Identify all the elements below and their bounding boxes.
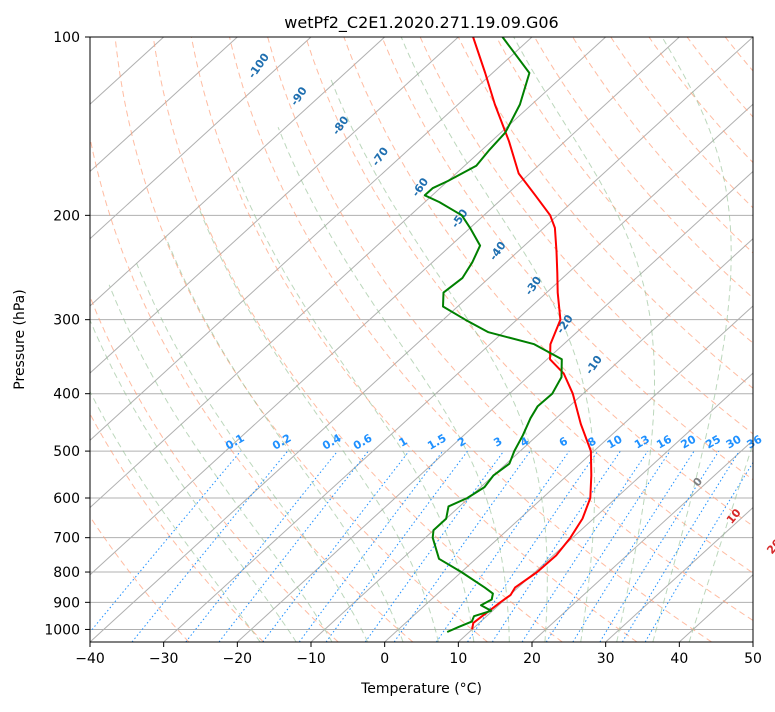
mixing-ratio-line: [298, 450, 444, 642]
moist-adiabat-line: [400, 37, 596, 642]
mixing-ratio-line: [325, 450, 468, 642]
mixing-ratio-line: [393, 450, 531, 642]
mixing-ratio-line: [90, 450, 242, 633]
background-lines: [90, 37, 753, 642]
dry-adiabat-line: [229, 37, 712, 642]
y-tick-label: 600: [53, 491, 80, 507]
dry-adiabat-line: [610, 37, 753, 209]
chart-title: wetPf2_C2E1.2020.271.19.09.G06: [284, 13, 558, 33]
dry-adiabat-line: [381, 37, 753, 481]
x-tick-label: 0: [380, 651, 389, 667]
isotherm-line: [531, 439, 753, 642]
isotherm-line: [236, 170, 753, 642]
dry-adiabat-line: [267, 37, 753, 622]
moist-adiabat-line: [108, 284, 333, 642]
dry-adiabat-line: [114, 37, 488, 642]
y-tick-label: 500: [53, 444, 80, 460]
isotherm-line: [90, 37, 753, 642]
mixing-ratio-line: [621, 450, 740, 642]
mixing-ratio-line: [521, 450, 649, 642]
dry-adiabat-line: [572, 37, 753, 254]
dry-adiabat-line: [419, 37, 753, 435]
moist-adiabat-line: [688, 441, 753, 642]
isotherm-line: [90, 37, 312, 240]
isotherm-line: [163, 103, 753, 642]
dry-adiabat-line: [343, 37, 753, 527]
dry-adiabat-line: [90, 412, 264, 642]
dry-adiabat-line: [190, 37, 638, 642]
moist-adiabat-line: [330, 79, 548, 642]
moist-adiabat-line: [90, 318, 297, 642]
dry-adiabat-line: [495, 37, 753, 344]
mixing-ratio-line: [572, 450, 695, 642]
moist-adiabat-line: [652, 37, 732, 642]
x-tick-label: 30: [597, 651, 615, 667]
y-tick-label: 900: [53, 595, 80, 611]
y-tick-label: 800: [53, 565, 80, 581]
dry-adiabat-line: [305, 37, 753, 574]
isotherm-line: [384, 305, 753, 642]
x-axis-title: Temperature (°C): [360, 681, 482, 697]
x-tick-label: 50: [744, 651, 762, 667]
moist-adiabat-line: [277, 127, 510, 642]
mixing-ratio-line: [131, 450, 288, 642]
mixing-ratio-line: [435, 450, 570, 642]
y-tick-label: 1000: [44, 622, 80, 638]
isotherm-line: [90, 37, 680, 576]
mixing-ratio-line: [545, 450, 671, 642]
x-tick-label: 10: [449, 651, 467, 667]
y-tick-label: 200: [53, 208, 80, 224]
isotherm-line: [90, 37, 533, 442]
mixing-ratio-line: [262, 450, 410, 642]
y-tick-label: 400: [53, 387, 80, 403]
x-tick-label: −10: [296, 651, 326, 667]
temperature-profile-line: [471, 37, 593, 630]
axes: −40 −30 −20 −10 0 10 20 30 40 50 100 200 300 400 500 60…: [44, 30, 762, 667]
x-tick-label: −20: [223, 651, 253, 667]
y-tick-label: 300: [53, 313, 80, 329]
y-tick-label: 100: [53, 30, 80, 46]
moist-adiabat-label: 20: [764, 536, 775, 556]
isotherm-line: [90, 37, 459, 374]
isotherm-line: [90, 37, 238, 173]
isotherm-line: [605, 506, 753, 642]
mixing-ratio-line: [364, 450, 505, 642]
dry-adiabat-line: [90, 295, 339, 642]
isotherm-line: [90, 37, 386, 307]
mixing-ratio-line: [185, 450, 338, 642]
y-tick-label: 700: [53, 531, 80, 547]
x-tick-label: 20: [523, 651, 541, 667]
dry-adiabat-line: [152, 37, 563, 642]
dry-adiabat-line: [90, 515, 190, 642]
y-axis-title: Pressure (hPa): [12, 289, 28, 389]
dewpoint-profile-line: [423, 37, 563, 633]
x-tick-label: −40: [75, 651, 105, 667]
x-tick-label: 40: [670, 651, 688, 667]
mixing-ratio-line: [467, 450, 599, 642]
isotherm-line: [90, 37, 607, 509]
isotherm-line: [310, 237, 753, 642]
plot-frame: [89, 36, 754, 643]
x-tick-label: −30: [149, 651, 179, 667]
profiles: [423, 37, 593, 633]
